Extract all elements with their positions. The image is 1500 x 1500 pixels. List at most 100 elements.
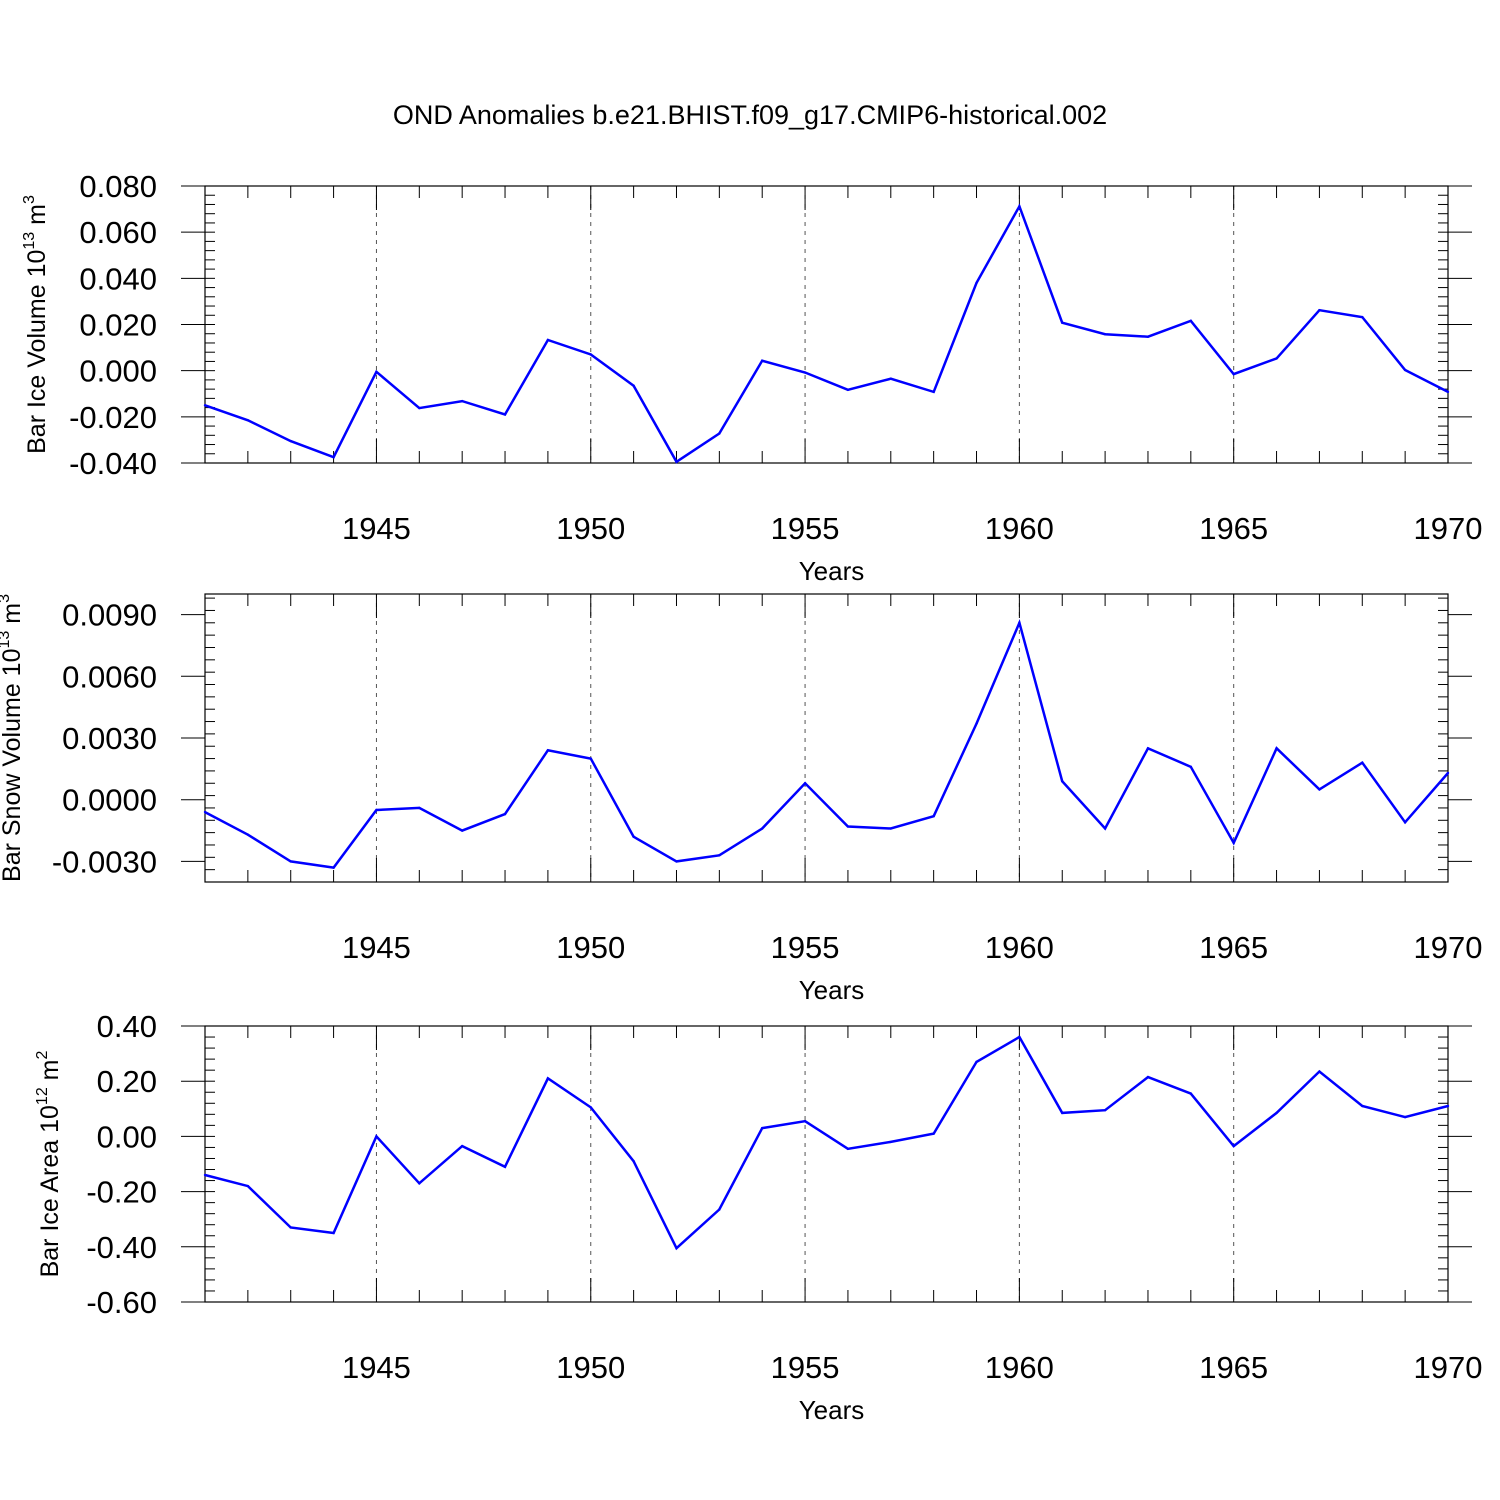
x-axis-label: Years [799, 556, 865, 586]
data-point [889, 1140, 892, 1144]
data-point [632, 835, 635, 838]
data-point [1403, 821, 1407, 824]
y-tick-label: 0.040 [79, 261, 157, 296]
data-point [418, 806, 421, 810]
y-tick-label: 0.0090 [62, 598, 157, 633]
data-point [932, 1132, 935, 1135]
data-point [846, 388, 850, 392]
y-tick-label: -0.0030 [52, 844, 157, 879]
x-tick-label: 1965 [1199, 1350, 1268, 1385]
data-point [1018, 621, 1021, 624]
x-tick-label: 1955 [771, 511, 840, 546]
data-point [889, 377, 892, 380]
data-point [203, 810, 207, 814]
data-point [203, 404, 207, 407]
data-point [503, 812, 507, 816]
x-tick-label: 1960 [985, 1350, 1054, 1385]
data-point [803, 782, 807, 785]
y-tick-label: -0.20 [86, 1175, 157, 1210]
data-point [1232, 1144, 1235, 1148]
y-axis-label-base: Bar Ice Area 10 [36, 1105, 64, 1277]
y-axis-label-exp: 12 [34, 1087, 51, 1105]
x-axis-label: Years [799, 975, 865, 1005]
y-tick-label: 0.20 [97, 1064, 157, 1099]
x-tick-label: 1965 [1199, 511, 1268, 546]
data-point [546, 1077, 550, 1080]
x-tick-label: 1945 [342, 1350, 411, 1385]
series-line-1 [204, 618, 1449, 869]
y-axis-label-exp: 13 [0, 631, 13, 649]
data-point [1446, 1104, 1450, 1108]
y-axis-label-base: Bar Snow Volume 10 [0, 649, 26, 882]
data-point [718, 1208, 721, 1211]
plot-frame [204, 185, 1449, 464]
data-point [932, 390, 935, 394]
data-point [1103, 1108, 1107, 1112]
data-point [1446, 771, 1450, 775]
x-tick-label: 1970 [1414, 930, 1483, 965]
y-tick-label: 0.060 [79, 215, 157, 250]
data-point [546, 338, 550, 342]
data-point [675, 460, 678, 464]
y-axis-label-unit: m [36, 1060, 64, 1088]
y-tick-label: 0.0000 [62, 783, 157, 818]
data-point [246, 1184, 250, 1188]
y-axis-label-exp: 13 [21, 232, 38, 250]
data-point [1318, 1070, 1321, 1073]
data-point [1103, 332, 1107, 336]
data-point [289, 860, 292, 863]
data-point [1061, 321, 1064, 324]
x-tick-label: 1955 [771, 930, 840, 965]
data-point [1318, 308, 1321, 312]
y-tick-label: -0.60 [86, 1285, 157, 1320]
data-point [418, 1182, 421, 1185]
data-point [675, 1246, 678, 1250]
data-point [332, 1231, 335, 1235]
data-point [375, 808, 378, 812]
data-point [761, 359, 764, 362]
x-tick-label: 1960 [985, 930, 1054, 965]
x-tick-label: 1945 [342, 511, 411, 546]
data-point [246, 833, 250, 836]
x-tick-label: 1950 [556, 511, 625, 546]
x-tick-label: 1955 [771, 1350, 840, 1385]
data-point [761, 827, 764, 830]
data-point [1446, 390, 1450, 394]
data-point [975, 281, 978, 285]
data-point [289, 1226, 292, 1229]
y-axis-label-base: Bar Ice Volume 10 [23, 250, 51, 454]
data-point [246, 419, 250, 422]
y-axis-label: Bar Ice Volume 1013 m3 [21, 195, 51, 454]
data-point [1361, 1104, 1364, 1108]
plot-frame [204, 1025, 1449, 1303]
y-tick-label: 0.0030 [62, 721, 157, 756]
data-point [1361, 315, 1364, 319]
data-point [546, 749, 550, 752]
y-axis-label-unit: m [0, 603, 26, 631]
data-point [1403, 368, 1407, 372]
data-point [1189, 1092, 1193, 1095]
data-point [1018, 1035, 1021, 1039]
y-axis-label-unit_exp: 2 [34, 1051, 51, 1060]
y-tick-label: 0.080 [79, 169, 157, 204]
data-point [1146, 747, 1150, 750]
data-point [1275, 747, 1278, 750]
data-point [1146, 335, 1150, 338]
x-tick-label: 1970 [1414, 1350, 1483, 1385]
data-point [1275, 357, 1278, 360]
y-tick-label: 0.000 [79, 354, 157, 389]
data-point [846, 825, 850, 828]
y-tick-label: -0.040 [69, 446, 157, 481]
data-point [975, 722, 978, 725]
y-axis-label-unit: m [23, 204, 51, 232]
data-point [460, 399, 464, 403]
data-point [375, 370, 378, 374]
x-tick-label: 1950 [556, 930, 625, 965]
data-point [1403, 1115, 1407, 1119]
data-point [289, 439, 292, 443]
x-tick-label: 1965 [1199, 930, 1268, 965]
y-tick-label: -0.020 [69, 400, 157, 435]
x-tick-label: 1945 [342, 930, 411, 965]
